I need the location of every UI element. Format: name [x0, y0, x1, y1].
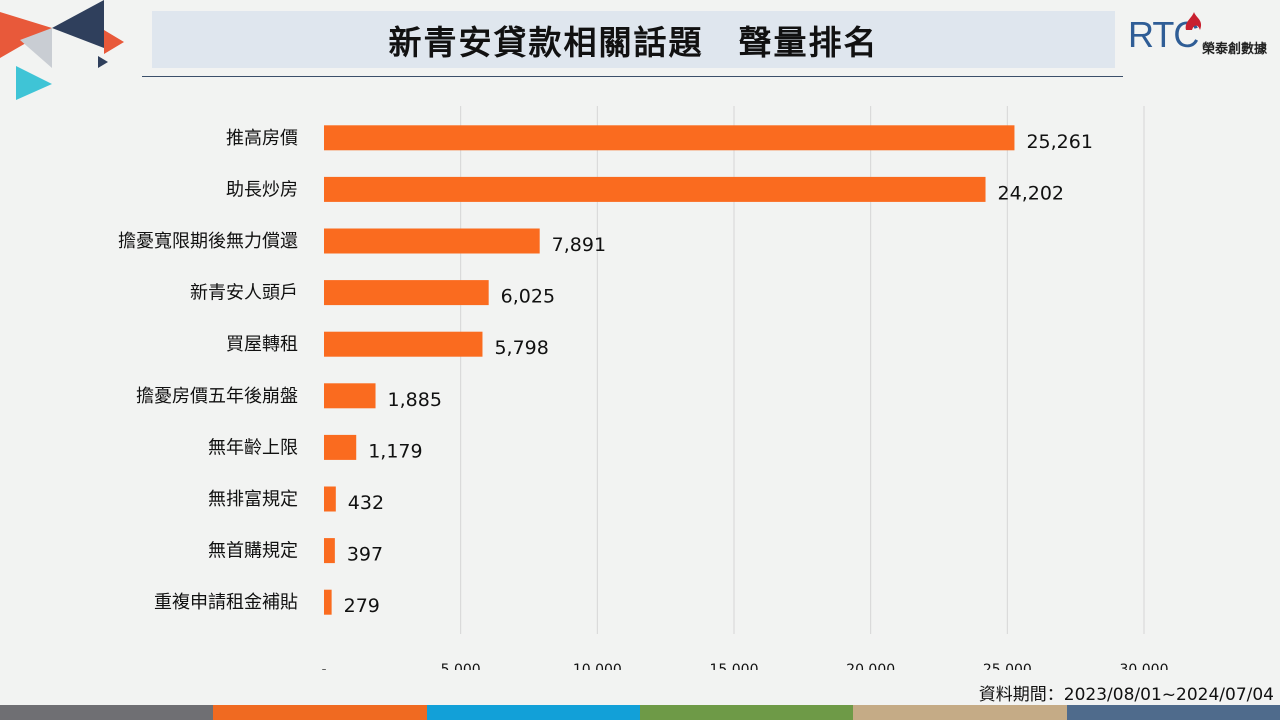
strip-segment-2 [213, 705, 427, 720]
value-label-4: 6,025 [501, 286, 555, 308]
bar-6 [324, 383, 376, 409]
deco-triangle-orange [0, 12, 52, 58]
data-period-note: 資料期間：2023/08/01~2024/07/04 [978, 685, 1274, 705]
x-tick-label-3: 15,000 [710, 662, 759, 670]
category-label-1: 推高房價 [226, 128, 298, 149]
deco-triangle-small-navy [98, 56, 108, 68]
bar-10 [324, 589, 332, 615]
strip-segment-1 [0, 705, 214, 720]
bar-1 [324, 125, 1015, 151]
x-tick-label-1: 5,000 [441, 662, 481, 670]
category-label-5: 買屋轉租 [226, 334, 298, 355]
x-tick-label-0: - [321, 662, 326, 670]
deco-triangle-small-orange [104, 30, 124, 54]
category-label-7: 無年齡上限 [208, 437, 298, 458]
value-label-6: 1,885 [388, 389, 442, 411]
deco-triangle-cyan [16, 66, 52, 100]
logo-mark: RTC [1128, 14, 1199, 55]
x-tick-label-5: 25,000 [983, 662, 1032, 670]
value-label-2: 24,202 [998, 182, 1064, 204]
decorative-triangles [0, 0, 124, 100]
bar-5 [324, 331, 483, 357]
deco-triangle-navy [52, 0, 104, 48]
bar-3 [324, 228, 540, 254]
x-tick-label-2: 10,000 [573, 662, 622, 670]
logo-subtitle: 榮泰創數據 [1202, 42, 1268, 57]
title-banner: 新青安貸款相關話題 聲量排名 [152, 11, 1115, 68]
value-label-7: 1,179 [368, 440, 422, 462]
category-label-8: 無排富規定 [208, 489, 298, 510]
value-label-8: 432 [348, 492, 384, 514]
bar-9 [324, 538, 335, 564]
x-tick-label-6: 30,000 [1120, 662, 1169, 670]
title-underline [142, 76, 1123, 77]
category-label-3: 擔憂寬限期後無力償還 [118, 231, 298, 252]
value-label-3: 7,891 [552, 234, 606, 256]
strip-segment-4 [639, 705, 854, 720]
deco-triangle-gray [20, 28, 52, 68]
value-label-5: 5,798 [494, 337, 548, 359]
bar-2 [324, 176, 986, 202]
category-label-4: 新青安人頭戶 [190, 283, 298, 304]
bar-4 [324, 280, 489, 306]
bar-chart: - 5,000 10,000 15,000 20,000 25,000 30,000 推高房價… [118, 106, 1169, 670]
footer-color-strip [0, 705, 1280, 720]
strip-segment-5 [853, 705, 1067, 720]
category-label-10: 重複申請租金補貼 [154, 592, 298, 613]
category-label-9: 無首購規定 [208, 541, 298, 562]
value-label-10: 279 [344, 595, 380, 617]
logo-flame-icon [1185, 12, 1202, 30]
company-logo: RTC 榮泰創數據 [1126, 10, 1276, 60]
strip-segment-6 [1066, 705, 1280, 720]
category-label-2: 助長炒房 [226, 179, 298, 200]
page-title: 新青安貸款相關話題 聲量排名 [388, 22, 879, 62]
strip-segment-3 [426, 705, 640, 720]
category-label-6: 擔憂房價五年後崩盤 [136, 386, 298, 407]
value-label-1: 25,261 [1026, 131, 1092, 153]
value-label-9: 397 [347, 544, 383, 566]
x-tick-label-4: 20,000 [846, 662, 895, 670]
bar-7 [324, 434, 357, 460]
bar-8 [324, 486, 336, 512]
